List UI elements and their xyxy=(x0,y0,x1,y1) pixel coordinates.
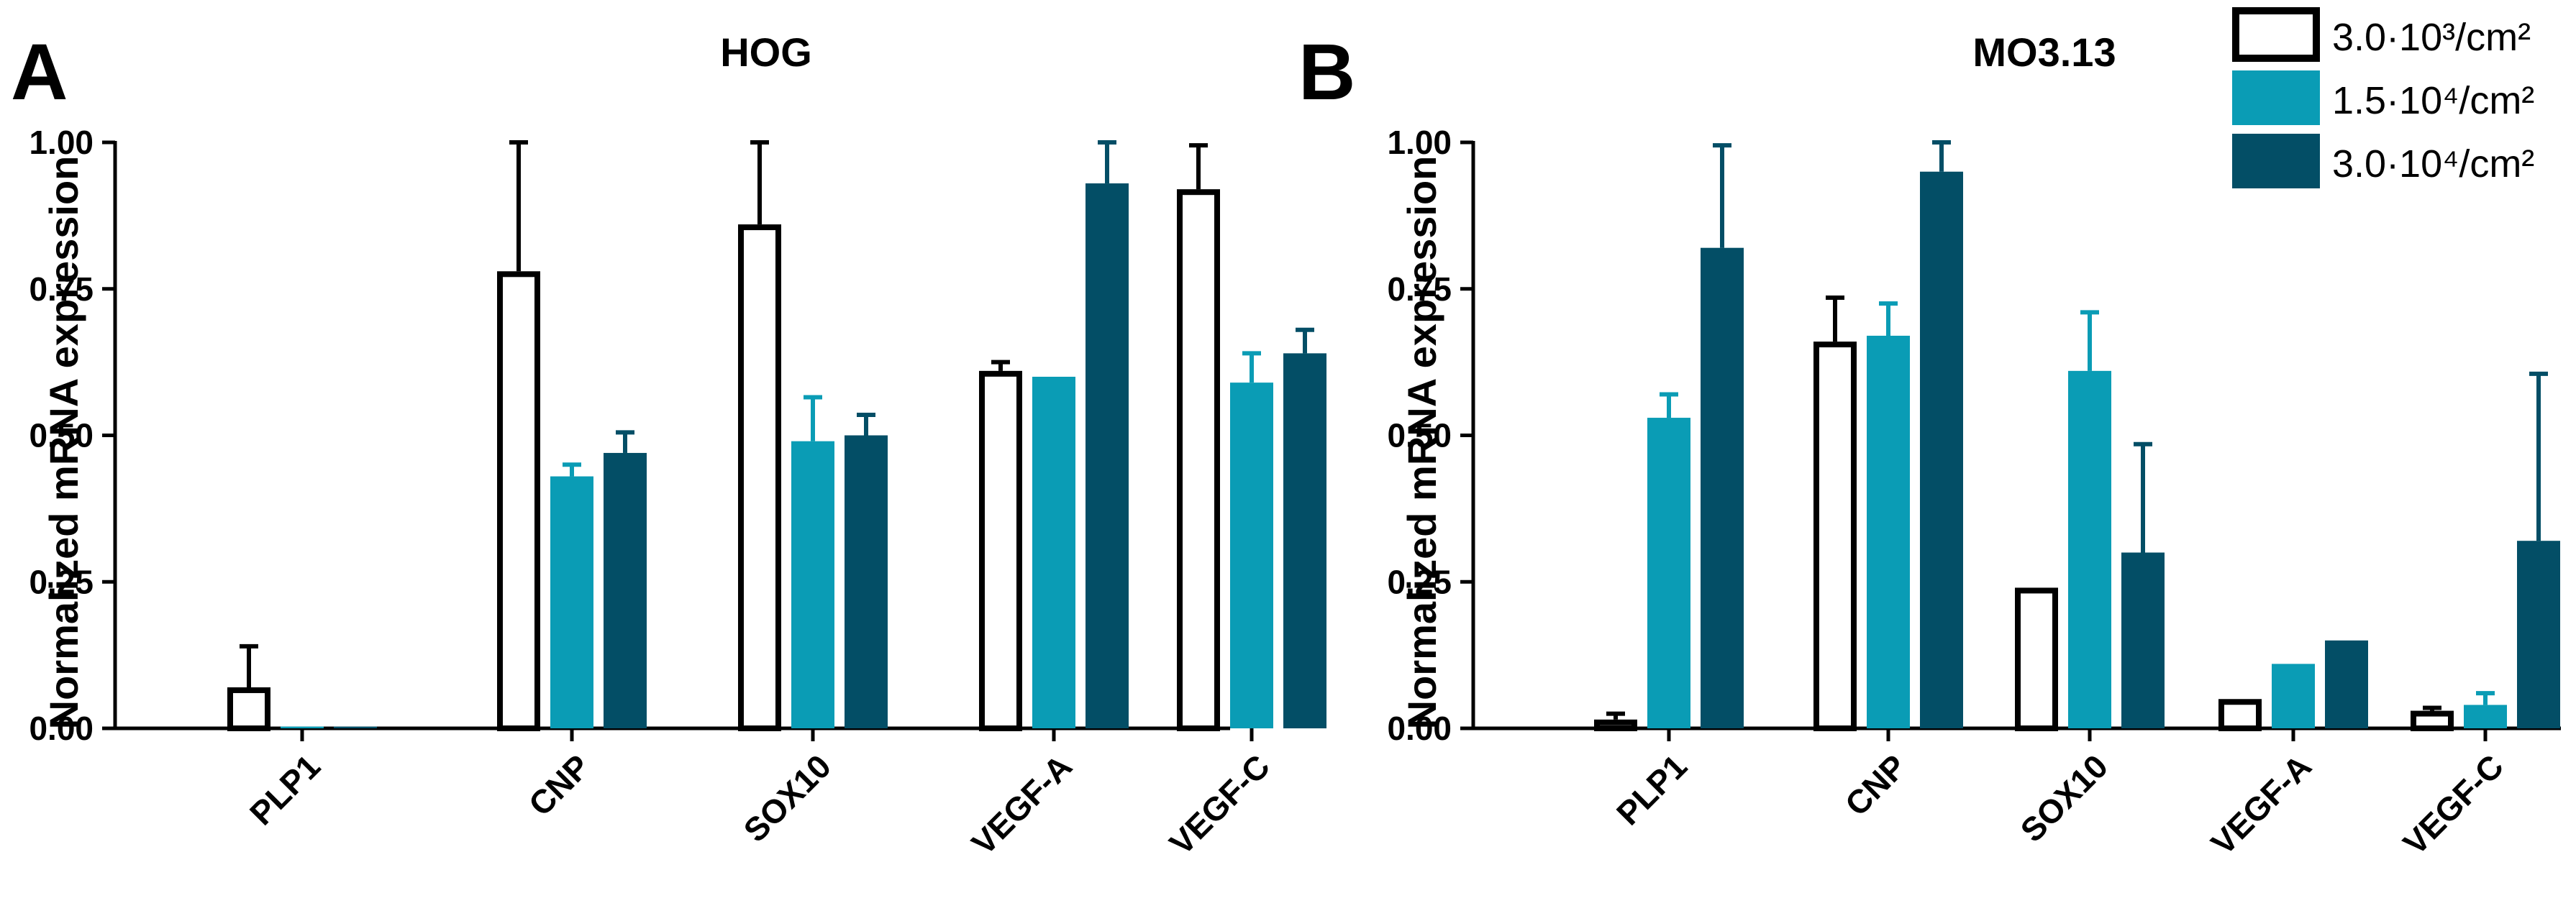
panel-label: A xyxy=(11,28,68,116)
legend-label: 3.0·10⁴/cm² xyxy=(2332,142,2534,186)
bar xyxy=(334,726,377,728)
y-axis-label: Normalized mRNA expression xyxy=(41,156,86,730)
y-axis-label: Normalized mRNA expression xyxy=(1399,156,1444,730)
x-tick-label: VEGF-C xyxy=(1162,747,1277,862)
y-tick-label: 0.00 xyxy=(1387,710,1452,747)
bar xyxy=(550,476,593,728)
bar xyxy=(1867,335,1910,728)
x-tick-label: VEGF-A xyxy=(964,747,1079,862)
chart-title: HOG xyxy=(720,29,812,75)
x-tick-label: CNP xyxy=(522,747,597,823)
legend-label: 1.5·10⁴/cm² xyxy=(2332,79,2534,122)
bar xyxy=(2411,710,2454,731)
bar xyxy=(1920,171,1963,728)
x-tick-label: SOX10 xyxy=(2013,747,2115,849)
y-tick-label: 0.50 xyxy=(29,417,94,454)
bar xyxy=(2464,705,2507,728)
y-tick-label: 0.75 xyxy=(29,270,94,308)
bar xyxy=(791,441,834,728)
bar xyxy=(2121,552,2165,728)
bar xyxy=(227,687,270,732)
y-tick-label: 1.00 xyxy=(1387,124,1452,161)
bar xyxy=(1032,377,1075,728)
bar xyxy=(2517,541,2560,728)
bar xyxy=(281,726,324,728)
legend: 3.0·10³/cm² 1.5·10⁴/cm² 3.0·10⁴/cm² xyxy=(2232,7,2534,188)
bar xyxy=(2015,587,2058,732)
x-tick-label: VEGF-A xyxy=(2203,747,2318,862)
bar xyxy=(1283,353,1326,728)
x-tick-label: VEGF-C xyxy=(2395,747,2511,862)
y-tick-label: 0.75 xyxy=(1387,270,1452,308)
bar xyxy=(1647,418,1690,728)
panel-label: B xyxy=(1298,28,1355,116)
bar xyxy=(1813,342,1857,732)
legend-label: 3.0·10³/cm² xyxy=(2332,16,2531,59)
bar xyxy=(979,370,1022,731)
bar xyxy=(2325,640,2368,728)
bar xyxy=(1594,719,1637,732)
legend-swatch xyxy=(2232,70,2320,125)
bar xyxy=(2068,370,2111,728)
bar xyxy=(2218,699,2262,731)
y-tick-label: 0.00 xyxy=(29,710,94,747)
x-tick-label: PLP1 xyxy=(242,747,327,832)
legend-swatch xyxy=(2232,134,2320,188)
bar xyxy=(604,452,647,728)
bar xyxy=(1701,247,1744,728)
bar xyxy=(1177,189,1220,731)
chart-title: MO3.13 xyxy=(1972,29,2116,75)
legend-swatch xyxy=(2232,7,2320,62)
bar xyxy=(738,224,781,732)
bar xyxy=(2272,664,2315,728)
y-tick-label: 0.25 xyxy=(29,563,94,600)
x-tick-label: PLP1 xyxy=(1609,747,1694,832)
bar xyxy=(1086,183,1129,729)
bar xyxy=(845,435,888,728)
x-tick-label: SOX10 xyxy=(736,747,838,849)
x-tick-label: CNP xyxy=(1838,747,1913,823)
bar xyxy=(1230,383,1273,728)
bar xyxy=(497,271,540,731)
y-tick-label: 1.00 xyxy=(29,124,94,161)
y-tick-label: 0.50 xyxy=(1387,417,1452,454)
y-tick-label: 0.25 xyxy=(1387,563,1452,600)
